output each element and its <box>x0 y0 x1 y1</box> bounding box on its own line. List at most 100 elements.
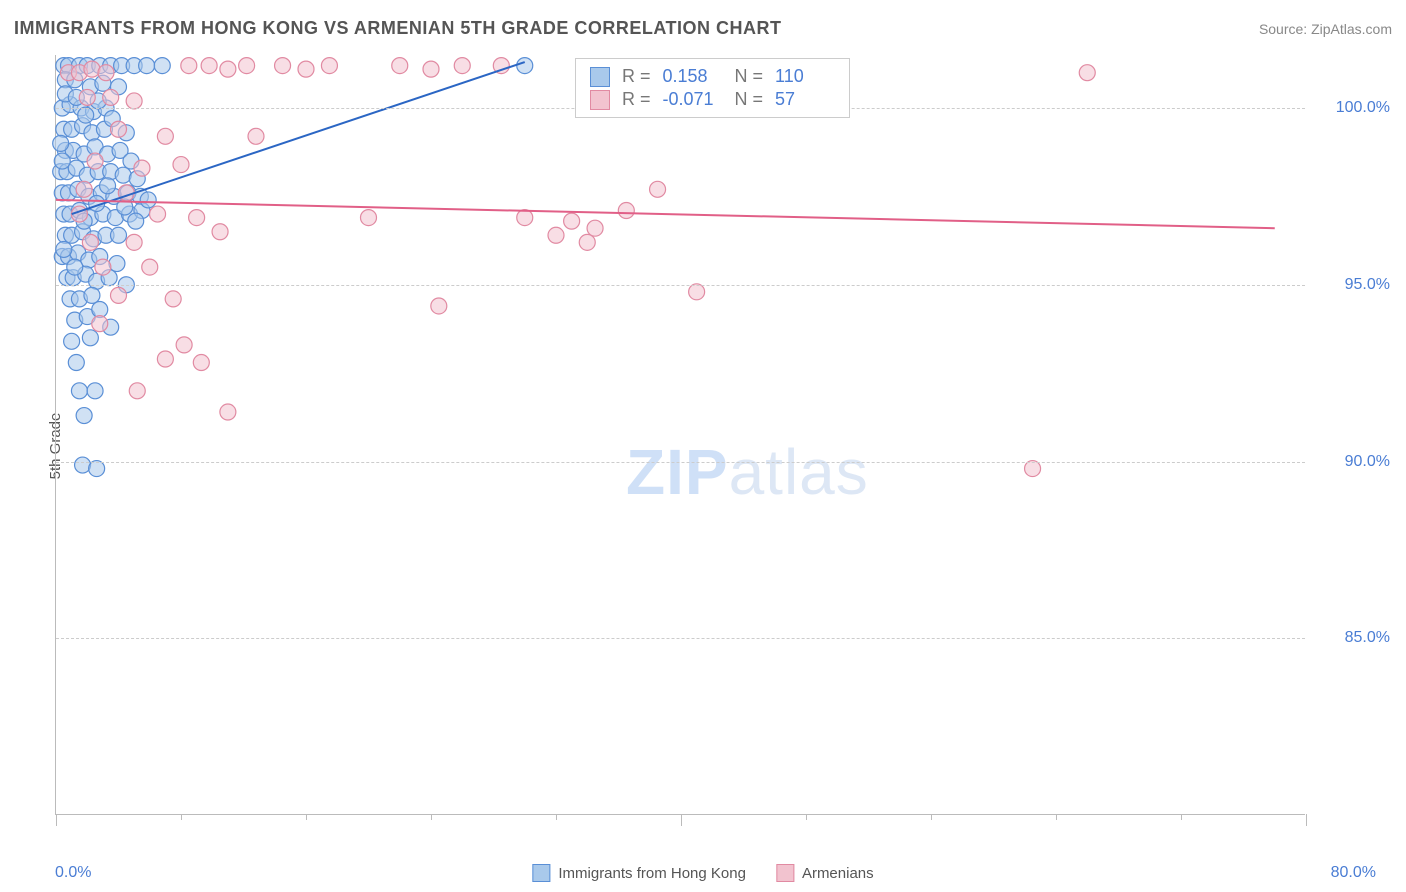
data-point <box>134 160 150 176</box>
data-point <box>361 210 377 226</box>
grid-line <box>56 638 1305 639</box>
data-point <box>689 284 705 300</box>
data-point <box>111 227 127 243</box>
legend-swatch-icon <box>590 67 610 87</box>
data-point <box>95 259 111 275</box>
data-point <box>64 333 80 349</box>
legend-swatch-icon <box>532 864 550 882</box>
data-point <box>220 404 236 420</box>
data-point <box>82 234 98 250</box>
bottom-legend: Immigrants from Hong Kong Armenians <box>532 864 873 882</box>
data-point <box>193 355 209 371</box>
data-point <box>56 241 72 257</box>
x-tick-minor <box>431 814 432 820</box>
y-tick-label: 95.0% <box>1320 276 1390 294</box>
data-point <box>181 58 197 74</box>
data-point <box>423 61 439 77</box>
stats-row: R =-0.071N =57 <box>590 88 835 111</box>
data-point <box>79 89 95 105</box>
data-point <box>76 408 92 424</box>
legend-entry: Immigrants from Hong Kong <box>532 864 746 882</box>
trend-line <box>56 200 1275 228</box>
trend-line <box>72 62 525 214</box>
data-point <box>173 157 189 173</box>
data-point <box>239 58 255 74</box>
x-tick-minor <box>556 814 557 820</box>
data-point <box>154 58 170 74</box>
data-point <box>109 256 125 272</box>
x-tick-major <box>56 814 57 826</box>
data-point <box>564 213 580 229</box>
x-tick-minor <box>1056 814 1057 820</box>
data-point <box>298 61 314 77</box>
legend-label: Immigrants from Hong Kong <box>558 865 746 882</box>
data-point <box>53 135 69 151</box>
data-point <box>140 192 156 208</box>
data-point <box>78 107 94 123</box>
chart-source: Source: ZipAtlas.com <box>1259 21 1392 37</box>
data-point <box>212 224 228 240</box>
x-tick-major <box>681 814 682 826</box>
y-tick-label: 100.0% <box>1320 99 1390 117</box>
x-tick-minor <box>306 814 307 820</box>
stats-r-label: R = <box>622 89 651 110</box>
data-point <box>139 58 155 74</box>
y-tick-label: 90.0% <box>1320 453 1390 471</box>
data-point <box>84 287 100 303</box>
data-point <box>248 128 264 144</box>
correlation-stats-box: R =0.158N =110R =-0.071N =57 <box>575 58 850 118</box>
stats-n-label: N = <box>735 66 764 87</box>
x-tick-minor <box>1181 814 1182 820</box>
y-tick-label: 85.0% <box>1320 629 1390 647</box>
stats-row: R =0.158N =110 <box>590 65 835 88</box>
legend-entry: Armenians <box>776 864 874 882</box>
data-point <box>111 121 127 137</box>
data-point <box>128 213 144 229</box>
data-point <box>1079 65 1095 81</box>
data-point <box>54 153 70 169</box>
data-point <box>454 58 470 74</box>
data-point <box>220 61 236 77</box>
data-point <box>189 210 205 226</box>
data-point <box>82 330 98 346</box>
data-point <box>115 167 131 183</box>
data-point <box>68 355 84 371</box>
data-point <box>87 383 103 399</box>
data-point <box>579 234 595 250</box>
chart-header: IMMIGRANTS FROM HONG KONG VS ARMENIAN 5T… <box>14 18 1392 39</box>
data-point <box>176 337 192 353</box>
data-point <box>75 457 91 473</box>
data-point <box>548 227 564 243</box>
data-point <box>150 206 166 222</box>
x-tick-minor <box>806 814 807 820</box>
grid-line <box>56 285 1305 286</box>
data-point <box>431 298 447 314</box>
data-point <box>587 220 603 236</box>
data-point <box>157 351 173 367</box>
stats-n-value: 110 <box>775 66 835 87</box>
data-point <box>100 178 116 194</box>
scatter-chart-svg <box>56 55 1306 815</box>
x-axis-min-label: 0.0% <box>55 864 91 882</box>
grid-line <box>56 462 1305 463</box>
data-point <box>84 61 100 77</box>
plot-area: ZIPatlas 85.0%90.0%95.0%100.0% <box>55 55 1305 815</box>
x-tick-minor <box>181 814 182 820</box>
data-point <box>517 58 533 74</box>
data-point <box>618 203 634 219</box>
legend-swatch-icon <box>776 864 794 882</box>
data-point <box>650 181 666 197</box>
data-point <box>98 65 114 81</box>
data-point <box>87 153 103 169</box>
data-point <box>71 383 87 399</box>
data-point <box>1025 461 1041 477</box>
stats-r-value: -0.071 <box>663 89 723 110</box>
data-point <box>142 259 158 275</box>
data-point <box>165 291 181 307</box>
legend-swatch-icon <box>590 90 610 110</box>
stats-n-label: N = <box>735 89 764 110</box>
data-point <box>517 210 533 226</box>
data-point <box>126 234 142 250</box>
stats-r-value: 0.158 <box>663 66 723 87</box>
chart-title: IMMIGRANTS FROM HONG KONG VS ARMENIAN 5T… <box>14 18 782 39</box>
